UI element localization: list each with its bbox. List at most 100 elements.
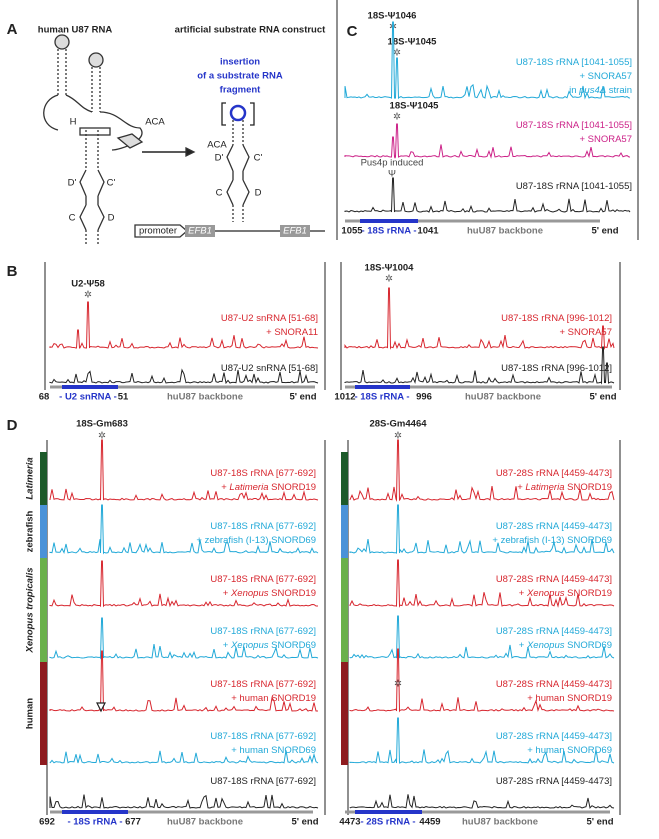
- trace: [49, 617, 319, 660]
- species-bar: [341, 662, 348, 765]
- trace: [344, 287, 615, 350]
- label: ✲: [394, 679, 402, 690]
- trace: [349, 615, 615, 659]
- trace-label: U87-18S rRNA [677-692]: [210, 468, 316, 479]
- label: 692: [39, 817, 55, 828]
- label: D: [255, 188, 262, 199]
- trace: [49, 750, 319, 764]
- label: zebrafish: [25, 510, 36, 552]
- label: ACA: [145, 117, 165, 128]
- label-part: + SNORA57: [579, 134, 632, 145]
- label-part: U87-18S rRNA [677-692]: [210, 521, 316, 532]
- label: 1055: [341, 226, 363, 237]
- trace: [349, 648, 615, 713]
- trace: [49, 301, 319, 349]
- label-part: + SNORA57: [579, 71, 632, 82]
- label: - 18S rRNA -: [354, 392, 409, 403]
- trace: [349, 794, 615, 809]
- label: Ψ: [388, 169, 396, 180]
- label-part: U87-18S rRNA [677-692]: [210, 679, 316, 690]
- trace: [49, 794, 319, 809]
- trace-label: + Latimeria SNORD19: [221, 482, 316, 493]
- label-part: Xenopus: [230, 640, 269, 651]
- label: 1041: [417, 226, 439, 237]
- trace: [349, 504, 615, 554]
- trace-label: + SNORA57: [579, 71, 632, 82]
- label: - 28S rRNA -: [360, 817, 415, 828]
- species-bar: [40, 452, 47, 505]
- label-part: strain: [606, 85, 632, 96]
- label: fragment: [220, 85, 261, 96]
- label: ✲: [385, 274, 393, 285]
- species-bar: [341, 452, 348, 505]
- label-part: U87-18S rRNA [677-692]: [210, 731, 316, 742]
- label: ✲: [393, 48, 401, 59]
- label-part: U87-28S rRNA [4459-4473]: [496, 574, 612, 585]
- label-part: +: [221, 482, 229, 493]
- label-part: SNORD19: [564, 588, 612, 599]
- trace-label: in pus4Δ strain: [569, 85, 632, 96]
- label: 18S-Ψ1045: [390, 101, 440, 112]
- label: 4459: [419, 817, 440, 828]
- label: 996: [416, 392, 432, 403]
- label: - 18S rRNA -: [361, 226, 416, 237]
- label-part: Xenopus: [526, 640, 565, 651]
- trace-label: + human SNORD69: [231, 745, 316, 756]
- label: huU87 backbone: [465, 392, 541, 403]
- label: 1012: [334, 392, 355, 403]
- trace-label: U87-18S rRNA [996-1012]: [501, 363, 612, 374]
- label: 5' end: [291, 817, 318, 828]
- label: EFB1: [188, 226, 212, 237]
- trace-label: U87-U2 snRNA [51-68]: [221, 313, 318, 324]
- label: huU87 backbone: [167, 817, 243, 828]
- label-part: U87-28S rRNA [4459-4473]: [496, 731, 612, 742]
- trace-label: + zebrafish (I-13) SNORD69: [492, 535, 612, 546]
- label-part: + human SNORD69: [527, 745, 612, 756]
- label: U2-Ψ58: [71, 279, 105, 290]
- trace-label: + SNORA57: [559, 327, 612, 338]
- label: promoter: [139, 226, 177, 237]
- label-part: U87-28S rRNA [4459-4473]: [496, 776, 612, 787]
- trace-label: U87-28S rRNA [4459-4473]: [496, 679, 612, 690]
- label: huU87 backbone: [467, 226, 543, 237]
- label-part: +: [519, 588, 527, 599]
- label-part: SNORD19: [268, 588, 316, 599]
- label: Pus4p induced: [361, 158, 424, 169]
- label-part: +: [519, 640, 527, 651]
- trace: [49, 504, 319, 555]
- label: Latimeria: [25, 457, 36, 499]
- label-part: SNORD69: [564, 640, 612, 651]
- trace-label: U87-18S rRNA [677-692]: [210, 731, 316, 742]
- label: C: [216, 188, 223, 199]
- label: D': [68, 178, 77, 189]
- trace-label: U87-28S rRNA [4459-4473]: [496, 731, 612, 742]
- trace-label: U87-28S rRNA [4459-4473]: [496, 626, 612, 637]
- trace: [49, 368, 319, 385]
- label: ✲: [394, 431, 402, 442]
- trace-label: U87-18S rRNA [677-692]: [210, 776, 316, 787]
- trace-label: U87-18S rRNA [1041-1055]: [516, 181, 632, 192]
- trace-label: U87-18S rRNA [677-692]: [210, 679, 316, 690]
- trace: [349, 439, 615, 502]
- label-part: U87-28S rRNA [4459-4473]: [496, 468, 612, 479]
- label: insertion: [220, 57, 260, 68]
- label: 18S-Ψ1046: [368, 11, 417, 22]
- label-part: U87-28S rRNA [4459-4473]: [496, 626, 612, 637]
- label-part: U87-18S rRNA [677-692]: [210, 574, 316, 585]
- label-part: SNORD69: [268, 640, 316, 651]
- label-part: U87-18S rRNA [677-692]: [210, 468, 316, 479]
- species-bar: [40, 662, 47, 765]
- label-part: + zebrafish (I-13) SNORD69: [196, 535, 316, 546]
- label: B: [7, 263, 18, 280]
- label-part: Latimeria: [229, 482, 268, 493]
- label-part: +: [223, 640, 231, 651]
- open-triangle: [96, 702, 106, 713]
- species-bar: [40, 558, 47, 662]
- label: - U2 snRNA -: [59, 392, 117, 403]
- label-part: SNORD19: [268, 482, 316, 493]
- trace-label: + zebrafish (I-13) SNORD69: [196, 535, 316, 546]
- label-part: Latimeria: [525, 482, 564, 493]
- trace: [344, 177, 631, 213]
- label: 677: [125, 817, 141, 828]
- label: Xenopus tropicalis: [25, 568, 36, 654]
